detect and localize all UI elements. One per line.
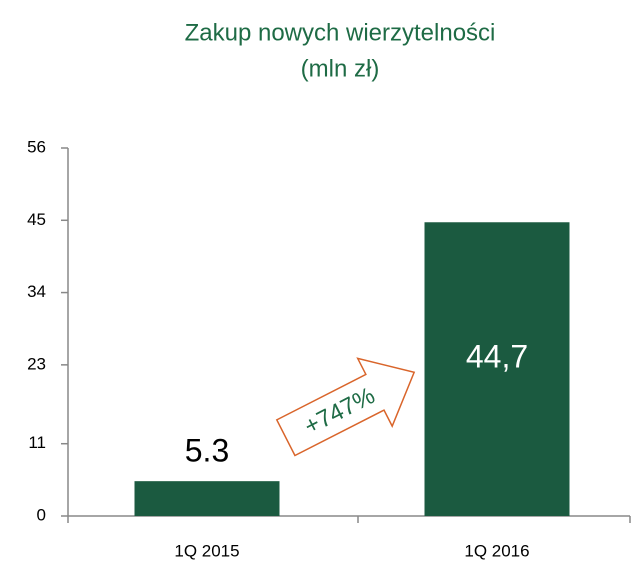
y-tick-label: 23	[27, 354, 46, 373]
value-label: 44,7	[466, 339, 528, 375]
chart-title: Zakup nowych wierzytelności	[185, 19, 496, 46]
y-tick-label: 45	[27, 210, 46, 229]
x-tick-label: 1Q 2016	[464, 541, 529, 560]
bar	[134, 481, 280, 516]
x-tick-label: 1Q 2015	[174, 541, 239, 560]
y-tick-label: 34	[27, 282, 46, 301]
arrow-shape	[275, 357, 416, 457]
value-label: 5.3	[185, 433, 229, 469]
y-tick-label: 0	[37, 505, 46, 524]
growth-arrow: +747%	[275, 357, 416, 457]
y-tick-label: 11	[28, 433, 46, 452]
chart-subtitle: (mln zł)	[301, 55, 380, 82]
bar	[424, 222, 570, 516]
y-tick-label: 56	[27, 137, 46, 156]
